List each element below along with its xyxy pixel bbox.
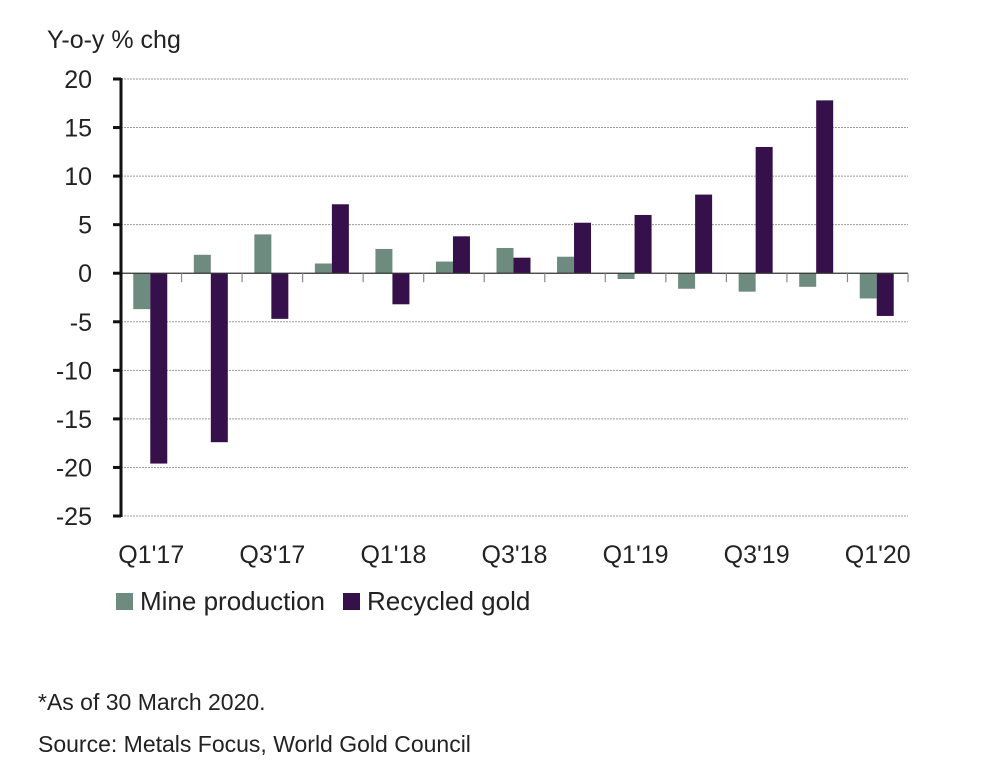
bar-mine-production	[496, 247, 514, 274]
bar-recycled-gold	[634, 214, 652, 274]
y-tick-label: -10	[56, 357, 92, 385]
bar-recycled-gold	[150, 273, 168, 464]
bar-recycled-gold	[513, 257, 531, 274]
footnote-source: Source: Metals Focus, World Gold Council	[38, 731, 471, 757]
y-tick-label: -25	[56, 503, 92, 531]
y-tick-label: -20	[56, 454, 92, 482]
bar-recycled-gold	[574, 222, 592, 274]
legend-label-recycled-gold: Recycled gold	[367, 586, 531, 616]
bar-mine-production	[617, 273, 635, 280]
x-tick-label: Q3'19	[724, 541, 790, 569]
x-tick-label: Q3'18	[482, 541, 548, 569]
bar-mine-production	[738, 273, 756, 292]
y-tick-label: 5	[78, 212, 92, 240]
bar-recycled-gold	[695, 194, 713, 274]
bar-mine-production	[314, 263, 332, 274]
bar-mine-production	[375, 248, 393, 274]
y-tick-label: 20	[64, 66, 92, 94]
legend-item-mine-production: Mine production	[116, 586, 325, 617]
legend-swatch-recycled-gold	[343, 593, 360, 610]
legend-swatch-mine-production	[116, 593, 133, 610]
bar-recycled-gold	[876, 273, 894, 316]
bar-mine-production	[133, 273, 151, 310]
bar-mine-production	[254, 234, 272, 274]
bar-recycled-gold	[755, 146, 773, 274]
bar-recycled-gold	[271, 273, 289, 319]
bar-recycled-gold	[392, 273, 410, 305]
x-tick-label: Q1'17	[118, 541, 184, 569]
x-tick-label: Q1'19	[603, 541, 669, 569]
bar-mine-production	[193, 254, 211, 274]
y-axis-title: Y-o-y % chg	[47, 26, 181, 54]
y-tick-label: -5	[70, 309, 92, 337]
bar-mine-production	[678, 273, 696, 289]
bar-recycled-gold	[331, 204, 349, 274]
y-tick-label: 15	[64, 115, 92, 143]
y-tick-label: 10	[64, 163, 92, 191]
x-tick-label: Q3'17	[239, 541, 305, 569]
y-tick-label: 0	[78, 260, 92, 288]
legend-item-recycled-gold: Recycled gold	[343, 586, 530, 617]
legend-label-mine-production: Mine production	[140, 586, 325, 616]
bar-mine-production	[557, 256, 575, 274]
x-tick-label: Q1'18	[360, 541, 426, 569]
bar-mine-production	[799, 273, 817, 287]
bar-recycled-gold	[452, 236, 470, 274]
footnote-date: *As of 30 March 2020.	[38, 689, 266, 715]
bar-mine-production	[435, 261, 453, 274]
y-tick-label: -15	[56, 406, 92, 434]
bar-recycled-gold	[210, 273, 228, 443]
bar-recycled-gold	[816, 100, 834, 274]
legend: Mine production Recycled gold	[116, 586, 548, 617]
bar-mine-production	[859, 273, 877, 299]
x-tick-label: Q1'20	[845, 541, 911, 569]
